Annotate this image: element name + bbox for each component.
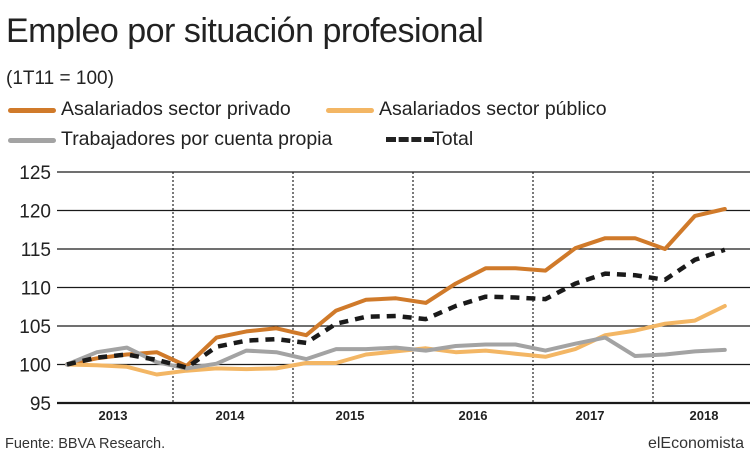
legend-row-2: Trabajadores por cuenta propia Total bbox=[0, 127, 750, 153]
y-tick-label: 95 bbox=[30, 394, 51, 415]
legend-swatch-privado bbox=[8, 108, 56, 113]
x-tick-label: 2018 bbox=[690, 408, 719, 423]
y-tick-label: 120 bbox=[19, 202, 51, 223]
legend-swatch-propia bbox=[8, 138, 56, 143]
y-tick-label: 115 bbox=[21, 240, 51, 261]
legend-label-publico: Asalariados sector público bbox=[379, 98, 607, 120]
legend-swatch-total bbox=[386, 137, 434, 142]
x-tick-label: 2013 bbox=[99, 408, 128, 423]
y-tick-label: 125 bbox=[19, 163, 51, 184]
legend-label-total: Total bbox=[432, 128, 474, 150]
source-note: Fuente: BBVA Research. bbox=[5, 436, 166, 452]
legend-label-propia: Trabajadores por cuenta propia bbox=[61, 128, 333, 150]
x-tick-label: 2017 bbox=[576, 408, 605, 423]
y-tick-label: 105 bbox=[19, 317, 51, 338]
chart-title: Empleo por situación profesional bbox=[6, 12, 484, 50]
legend-label-privado: Asalariados sector privado bbox=[61, 98, 291, 120]
y-tick-label: 110 bbox=[21, 279, 51, 300]
brand-name: elEconomista bbox=[647, 435, 744, 452]
x-tick-label: 2016 bbox=[459, 408, 488, 423]
legend-swatch-publico bbox=[326, 108, 374, 113]
x-tick-label: 2015 bbox=[336, 408, 365, 423]
y-tick-label: 100 bbox=[19, 356, 51, 377]
legend-row-1: Asalariados sector privado Asalariados s… bbox=[0, 97, 750, 123]
series-line-0 bbox=[65, 207, 727, 368]
series-line-1 bbox=[65, 304, 727, 377]
chart-subtitle: (1T11 = 100) bbox=[6, 68, 114, 89]
x-tick-label: 2014 bbox=[216, 408, 246, 423]
